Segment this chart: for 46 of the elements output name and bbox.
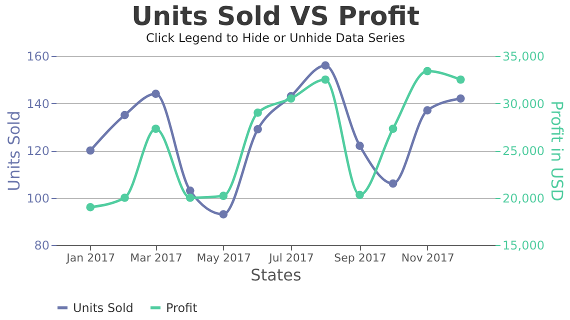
x-axis-title: States — [250, 266, 302, 284]
point — [120, 194, 129, 202]
y2-tick-label: 15,000 — [502, 238, 544, 252]
y2-tick-label: 20,000 — [502, 191, 544, 206]
x-tick-label: May 2017 — [196, 252, 252, 264]
x-tick-label: Mar 2017 — [130, 252, 182, 264]
point — [423, 66, 432, 76]
y2-axis-title: Profit in USD — [547, 100, 566, 202]
legend-label: Profit — [166, 300, 198, 315]
y-tick-label: 140 — [26, 96, 50, 111]
y2-tick-label: 30,000 — [502, 96, 544, 111]
point — [356, 142, 364, 150]
y2-tick-label: 35,000 — [502, 50, 544, 64]
point — [219, 210, 228, 218]
y-tick-label: 120 — [26, 144, 50, 158]
point — [186, 194, 194, 202]
point — [120, 110, 129, 120]
y-tick-label: 100 — [26, 191, 50, 206]
point — [86, 146, 95, 155]
point — [356, 190, 364, 200]
point — [456, 75, 465, 84]
x-tick-label: Jul 2017 — [268, 252, 314, 264]
point — [388, 124, 398, 133]
y-tick-label: 80 — [34, 238, 50, 252]
y2-tick-label: 25,000 — [502, 144, 544, 158]
point — [254, 125, 262, 134]
point — [423, 106, 432, 115]
chart-subtitle: Click Legend to Hide or Unhide Data Series — [146, 31, 405, 45]
y-axis-title: Units Sold — [4, 110, 24, 192]
point — [321, 61, 330, 70]
x-tick-label: Sep 2017 — [334, 252, 386, 264]
point — [456, 94, 465, 103]
point — [254, 108, 262, 117]
x-tick-label: Nov 2017 — [401, 252, 454, 264]
point — [186, 186, 194, 195]
point — [286, 94, 296, 103]
x-tick-label: Jan 2017 — [66, 252, 116, 264]
chart-title: Units Sold VS Profit — [132, 2, 420, 32]
point — [219, 192, 228, 200]
y-tick-label: 160 — [26, 50, 50, 64]
point — [86, 203, 95, 212]
point — [321, 75, 330, 84]
point — [152, 124, 160, 133]
point — [388, 179, 398, 188]
legend-label: Units Sold — [73, 300, 134, 315]
point — [152, 90, 160, 98]
